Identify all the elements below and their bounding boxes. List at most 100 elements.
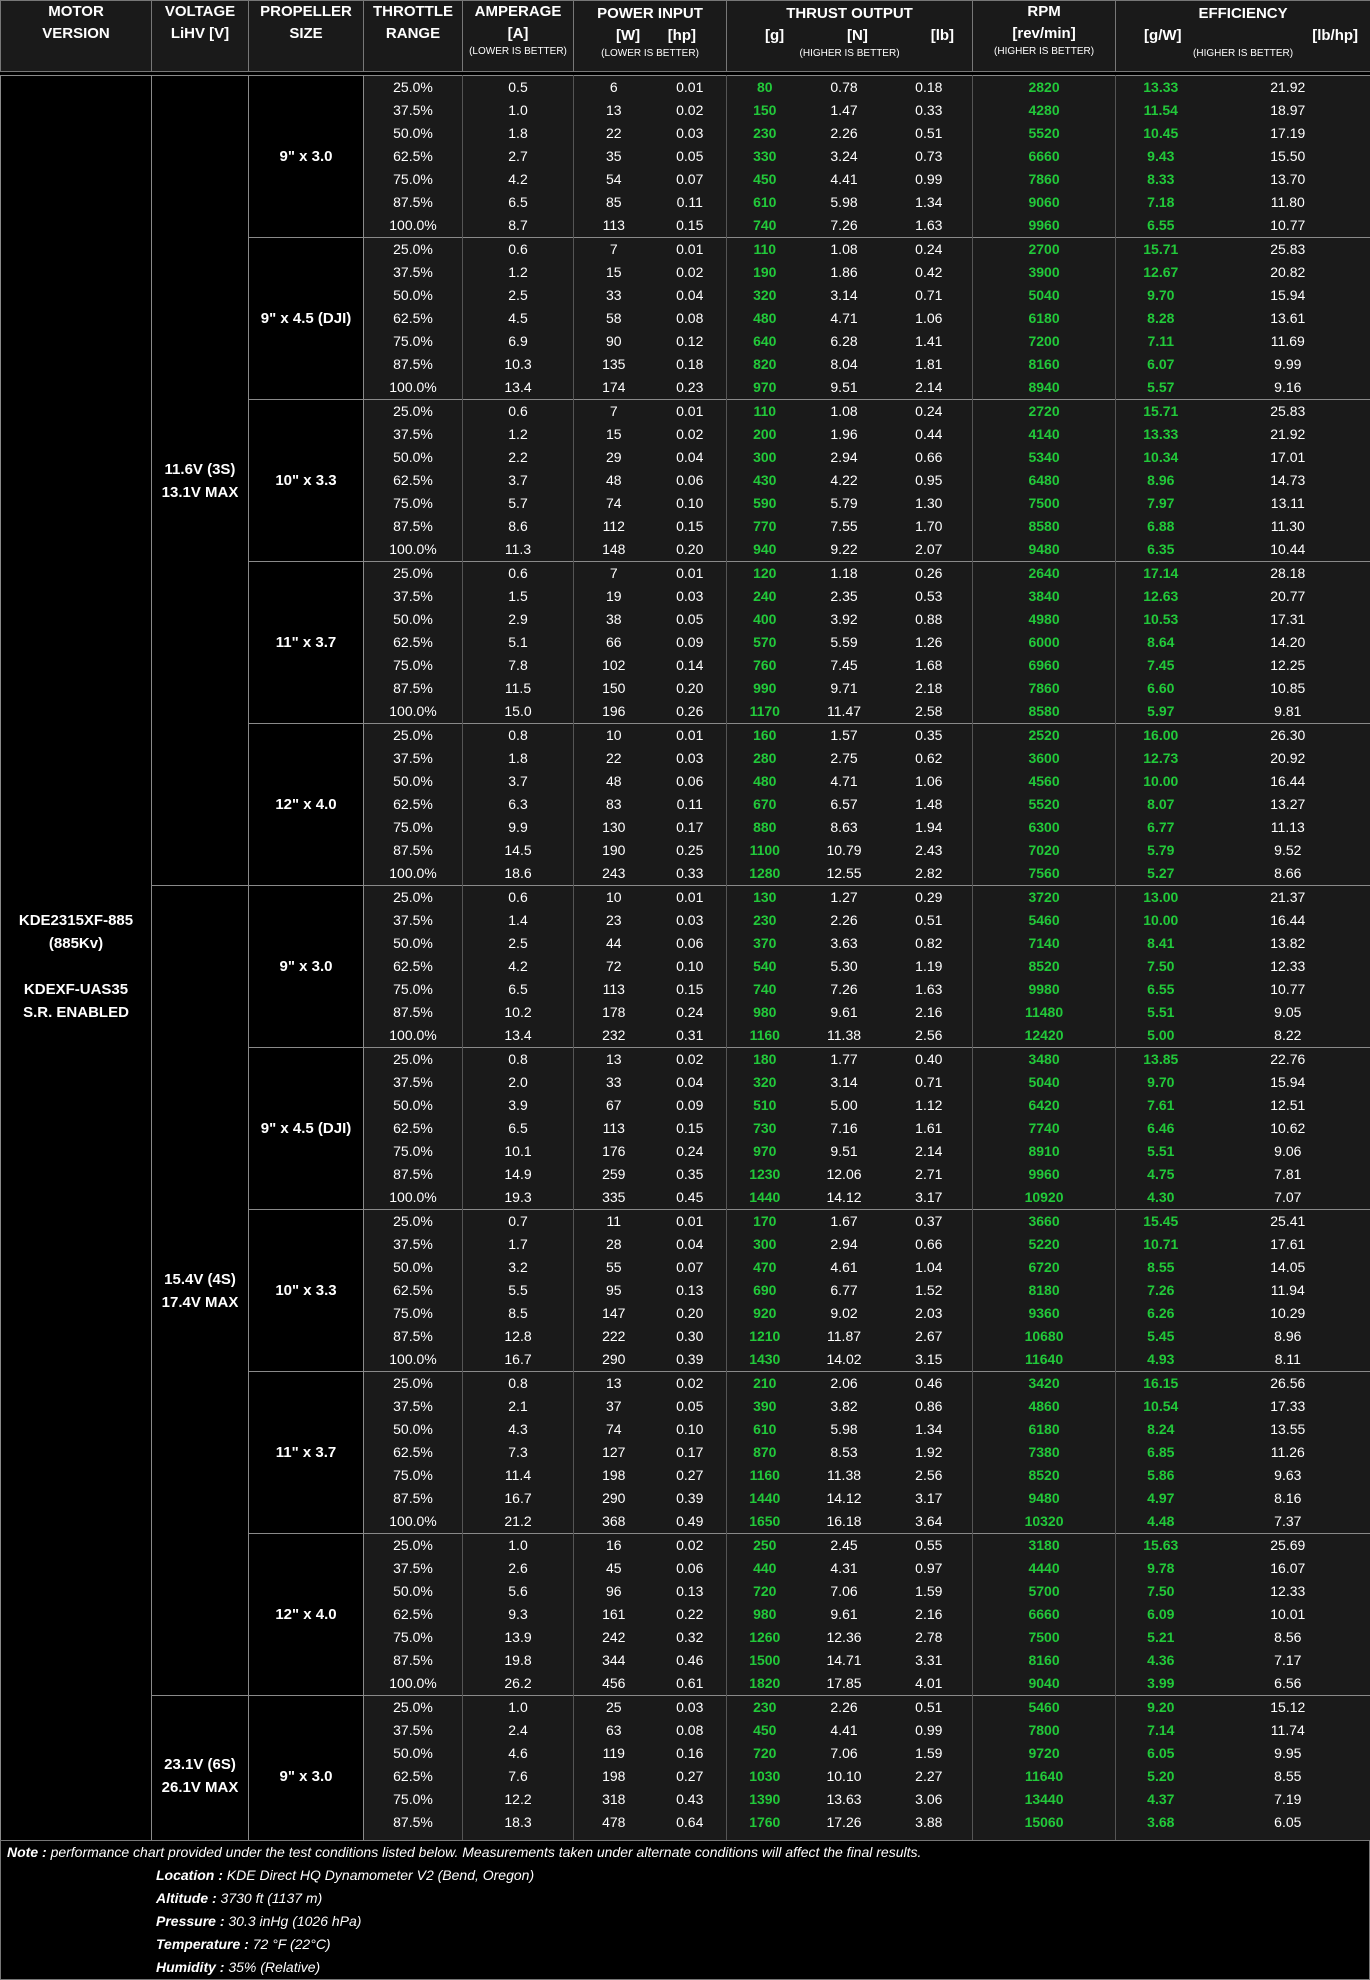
rpm-cell: 6300: [973, 816, 1116, 839]
efficiency-lbhp-cell: 17.33: [1206, 1395, 1370, 1418]
rpm-cell: 9960: [973, 1163, 1116, 1186]
throttle-cell: 37.5%: [364, 1071, 463, 1094]
efficiency-gw-cell: 4.93: [1116, 1348, 1206, 1372]
amperage-cell: 13.9: [463, 1626, 574, 1649]
power-hp-cell: 0.02: [654, 1048, 727, 1072]
efficiency-lbhp-cell: 13.27: [1206, 793, 1370, 816]
amperage-cell: 1.2: [463, 261, 574, 284]
rpm-cell: 8520: [973, 1464, 1116, 1487]
rpm-cell: 8580: [973, 515, 1116, 538]
power-hp-cell: 0.32: [654, 1626, 727, 1649]
efficiency-lbhp-cell: 11.30: [1206, 515, 1370, 538]
power-watts-cell: 290: [574, 1487, 654, 1510]
thrust-grams-cell: 1100: [727, 839, 803, 862]
rpm-cell: 3900: [973, 261, 1116, 284]
thrust-pounds-cell: 2.78: [886, 1626, 973, 1649]
power-watts-cell: 11: [574, 1210, 654, 1234]
power-watts-cell: 456: [574, 1672, 654, 1696]
power-hp-cell: 0.10: [654, 955, 727, 978]
efficiency-gw-cell: 5.45: [1116, 1325, 1206, 1348]
thrust-newtons-cell: 4.71: [803, 307, 886, 330]
efficiency-gw-cell: 6.77: [1116, 816, 1206, 839]
thrust-newtons-cell: 7.55: [803, 515, 886, 538]
power-watts-cell: 147: [574, 1302, 654, 1325]
efficiency-lbhp-cell: 8.16: [1206, 1487, 1370, 1510]
efficiency-gw-cell: 8.33: [1116, 168, 1206, 191]
amperage-cell: 19.8: [463, 1649, 574, 1672]
thrust-pounds-cell: 3.64: [886, 1510, 973, 1534]
efficiency-lbhp-cell: 10.77: [1206, 978, 1370, 1001]
power-hp-cell: 0.06: [654, 932, 727, 955]
efficiency-gw-cell: 6.60: [1116, 677, 1206, 700]
power-hp-cell: 0.03: [654, 747, 727, 770]
power-watts-cell: 102: [574, 654, 654, 677]
amperage-cell: 3.7: [463, 469, 574, 492]
throttle-cell: 50.0%: [364, 770, 463, 793]
efficiency-lbhp-cell: 11.80: [1206, 191, 1370, 214]
amperage-cell: 1.5: [463, 585, 574, 608]
thrust-grams-cell: 430: [727, 469, 803, 492]
rpm-cell: 7200: [973, 330, 1116, 353]
thrust-grams-cell: 230: [727, 1696, 803, 1720]
efficiency-gw-cell: 8.64: [1116, 631, 1206, 654]
efficiency-gw-cell: 12.63: [1116, 585, 1206, 608]
throttle-cell: 50.0%: [364, 1418, 463, 1441]
amperage-cell: 19.3: [463, 1186, 574, 1210]
efficiency-gw-cell: 15.71: [1116, 400, 1206, 424]
thrust-pounds-cell: 0.66: [886, 1233, 973, 1256]
thrust-grams-cell: 880: [727, 816, 803, 839]
amperage-cell: 11.5: [463, 677, 574, 700]
throttle-cell: 37.5%: [364, 747, 463, 770]
amperage-cell: 10.3: [463, 353, 574, 376]
thrust-pounds-cell: 2.14: [886, 376, 973, 400]
throttle-cell: 62.5%: [364, 1603, 463, 1626]
efficiency-lbhp-cell: 16.44: [1206, 909, 1370, 932]
thrust-newtons-cell: 3.24: [803, 145, 886, 168]
throttle-cell: 75.0%: [364, 1302, 463, 1325]
power-watts-cell: 13: [574, 1048, 654, 1072]
thrust-newtons-cell: 14.12: [803, 1186, 886, 1210]
throttle-cell: 100.0%: [364, 1510, 463, 1534]
condition-altitude: Altitude : 3730 ft (1137 m): [156, 1890, 322, 1906]
power-watts-cell: 13: [574, 1372, 654, 1396]
power-hp-cell: 0.45: [654, 1186, 727, 1210]
power-hp-cell: 0.20: [654, 677, 727, 700]
power-hp-cell: 0.02: [654, 261, 727, 284]
power-watts-cell: 344: [574, 1649, 654, 1672]
power-hp-cell: 0.31: [654, 1024, 727, 1048]
efficiency-gw-cell: 7.97: [1116, 492, 1206, 515]
thrust-pounds-cell: 0.73: [886, 145, 973, 168]
thrust-pounds-cell: 1.68: [886, 654, 973, 677]
throttle-cell: 62.5%: [364, 469, 463, 492]
thrust-grams-cell: 1260: [727, 1626, 803, 1649]
efficiency-lbhp-cell: 11.13: [1206, 816, 1370, 839]
power-watts-cell: 150: [574, 677, 654, 700]
efficiency-lbhp-cell: 10.77: [1206, 214, 1370, 238]
thrust-pounds-cell: 0.44: [886, 423, 973, 446]
power-hp-cell: 0.08: [654, 307, 727, 330]
power-hp-cell: 0.49: [654, 1510, 727, 1534]
power-watts-cell: 7: [574, 238, 654, 262]
thrust-newtons-cell: 2.35: [803, 585, 886, 608]
power-hp-cell: 0.01: [654, 724, 727, 748]
power-hp-cell: 0.05: [654, 608, 727, 631]
throttle-cell: 100.0%: [364, 376, 463, 400]
thrust-newtons-cell: 9.61: [803, 1001, 886, 1024]
throttle-cell: 62.5%: [364, 1441, 463, 1464]
thrust-grams-cell: 590: [727, 492, 803, 515]
efficiency-gw-cell: 6.85: [1116, 1441, 1206, 1464]
rpm-cell: 9360: [973, 1302, 1116, 1325]
power-watts-cell: 22: [574, 122, 654, 145]
power-watts-cell: 95: [574, 1279, 654, 1302]
efficiency-lbhp-cell: 9.52: [1206, 839, 1370, 862]
rpm-cell: 6660: [973, 145, 1116, 168]
throttle-cell: 25.0%: [364, 1534, 463, 1558]
efficiency-lbhp-cell: 7.37: [1206, 1510, 1370, 1534]
efficiency-gw-cell: 9.78: [1116, 1557, 1206, 1580]
power-watts-cell: 74: [574, 492, 654, 515]
thrust-newtons-cell: 9.22: [803, 538, 886, 562]
power-hp-cell: 0.35: [654, 1163, 727, 1186]
power-watts-cell: 72: [574, 955, 654, 978]
thrust-newtons-cell: 12.36: [803, 1626, 886, 1649]
performance-table: MOTOR VERSION VOLTAGE LiHV [V] PROPELLER…: [0, 0, 1370, 1858]
